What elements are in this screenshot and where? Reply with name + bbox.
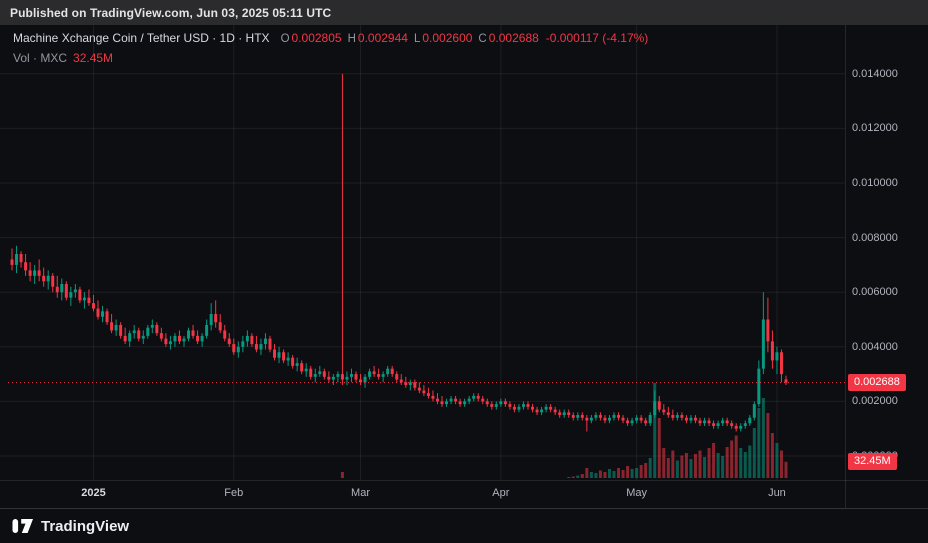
ohlc-open-value: 0.002805 [291,31,342,45]
volume-label[interactable]: Vol · MXC [13,51,68,65]
ohlc-open-label: O [280,33,290,45]
symbol-title[interactable]: Machine Xchange Coin / Tether USD · 1D ·… [13,31,270,45]
change-value: -0.000117 (-4.17%) [545,31,649,45]
last-price-badge: 0.002688 [848,374,906,392]
ohlc-high-value: 0.002944 [357,31,408,45]
published-text: Published on TradingView.com, Jun 03, 20… [10,5,332,20]
tradingview-brand[interactable]: TradingView [41,517,130,535]
ohlc-low-label: L [413,33,421,45]
ohlc-close-value: 0.002688 [488,31,539,45]
ohlc-close-label: C [478,33,487,45]
published-bar: Published on TradingView.com, Jun 03, 20… [0,0,928,25]
legend[interactable]: Machine Xchange Coin / Tether USD · 1D ·… [13,31,648,71]
last-volume-badge: 32.45M [848,453,897,471]
grid [0,25,845,480]
legend-symbol-row[interactable]: Machine Xchange Coin / Tether USD · 1D ·… [13,31,648,45]
volume-value: 32.45M [73,51,114,65]
ohlc-high-label: H [347,33,356,45]
legend-volume-row[interactable]: Vol · MXC 32.45M [13,51,648,65]
ohlc-low-value: 0.002600 [422,31,473,45]
footer: TradingView [0,508,928,543]
tradingview-logo-icon[interactable] [12,519,33,533]
volume-series [340,383,788,478]
candle-series [10,73,788,432]
